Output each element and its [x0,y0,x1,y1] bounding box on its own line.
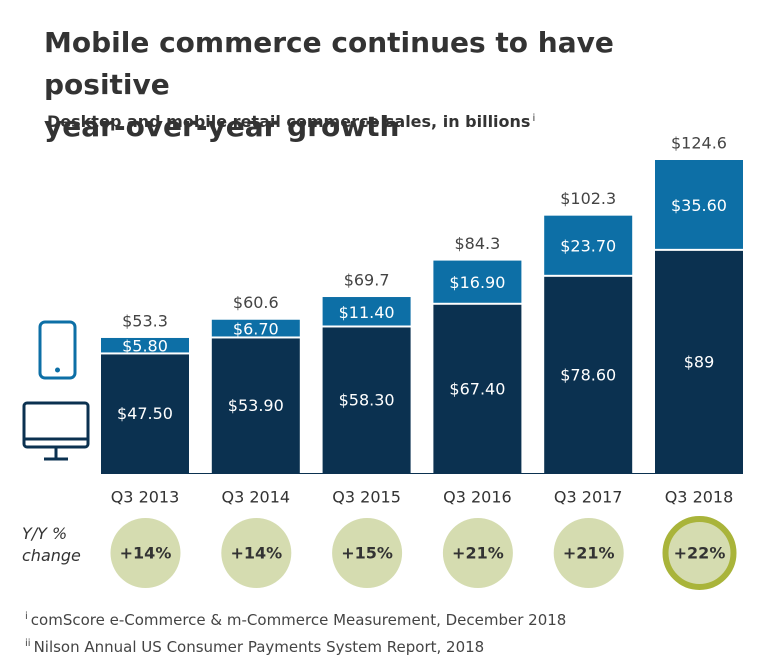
yoy-circle [553,518,624,588]
bar-mobile [101,337,189,353]
yoy-circle [110,518,181,588]
yoy-circles: +14% +14% +15% +21% +21% +22% [110,516,737,590]
mobile-value-label: $6.70 [233,320,279,339]
yoy-circle [221,518,292,588]
total-value-label: $124.6 [671,134,727,153]
desktop-value-label: $89 [684,352,715,371]
bar-desktop [433,304,522,473]
x-tick-label: Q3 2017 [554,488,623,507]
mobile-value-label: $35.60 [671,196,727,215]
bar-desktop [101,354,189,473]
footnotes: i comScore e-Commerce & m-Commerce Measur… [25,605,566,659]
yoy-change-label: +14% [120,544,172,563]
mobile-value-label: $23.70 [560,237,616,256]
chart-title-line-1: Mobile commerce continues to have positi… [44,26,614,101]
footnote-1-text: comScore e-Commerce & m-Commerce Measure… [30,611,567,629]
chart-title: Mobile commerce continues to have positi… [44,22,744,148]
desktop-value-label: $67.40 [449,379,505,398]
desktop-value-label: $47.50 [117,404,173,423]
total-value-label: $69.7 [344,271,390,290]
x-tick-label: Q3 2014 [222,488,291,507]
yoy-change-label: +15% [341,544,393,563]
x-tick-label: Q3 2018 [665,488,734,507]
bar-mobile [544,215,633,275]
footnote-2-text: Nilson Annual US Consumer Payments Syste… [33,638,485,656]
yoy-change-label: +22% [674,544,726,563]
yoy-circle [332,518,403,588]
bar-mobile [433,260,522,303]
labels: $47.50 $5.80 $53.3 Q3 2013 $53.90 $6.70 $60.6 Q… [111,134,734,507]
chart-title-line-2: year-over-year growth [44,110,400,143]
yoy-change-label: +14% [230,544,282,563]
bar-desktop [211,338,300,473]
yoy-circle-highlight [662,516,737,590]
chart-subtitle: Desktop and mobile retail commerce sales… [47,112,535,131]
x-tick-label: Q3 2013 [111,488,180,507]
desktop-value-label: $58.30 [339,391,395,410]
footnote-1-mark: i [25,611,28,622]
yoy-change-label: +21% [452,544,504,563]
bar-desktop [322,327,411,473]
x-tick-label: Q3 2016 [443,488,512,507]
mobile-value-label: $16.90 [449,273,505,292]
mobile-value-label: $5.80 [122,337,168,356]
total-value-label: $53.3 [122,311,168,330]
bar-desktop [655,250,743,473]
chart-subtitle-text: Desktop and mobile retail commerce sales… [47,112,531,131]
total-value-label: $84.3 [454,234,500,253]
footnote-1: i comScore e-Commerce & m-Commerce Measur… [25,605,566,632]
yoy-circle [442,518,513,588]
bars [101,160,743,473]
bar-mobile [655,160,743,249]
bar-desktop [544,276,633,473]
footnote-2: ii Nilson Annual US Consumer Payments Sys… [25,632,566,659]
bar-mobile [211,319,300,337]
phone-icon [38,320,77,380]
subtitle-footnote-mark: i [532,112,536,124]
desktop-value-label: $78.60 [560,365,616,384]
desktop-value-label: $53.90 [228,396,284,415]
monitor-icon [22,401,90,461]
x-tick-label: Q3 2015 [332,488,401,507]
total-value-label: $60.6 [233,293,279,312]
total-value-label: $102.3 [560,189,616,208]
footnote-2-mark: ii [25,638,31,649]
legend-icons [22,320,90,461]
yoy-change-label: +21% [563,544,615,563]
mobile-value-label: $11.40 [339,303,395,322]
yoy-axis-label: Y/Y % change [22,524,81,565]
bar-mobile [322,297,411,326]
